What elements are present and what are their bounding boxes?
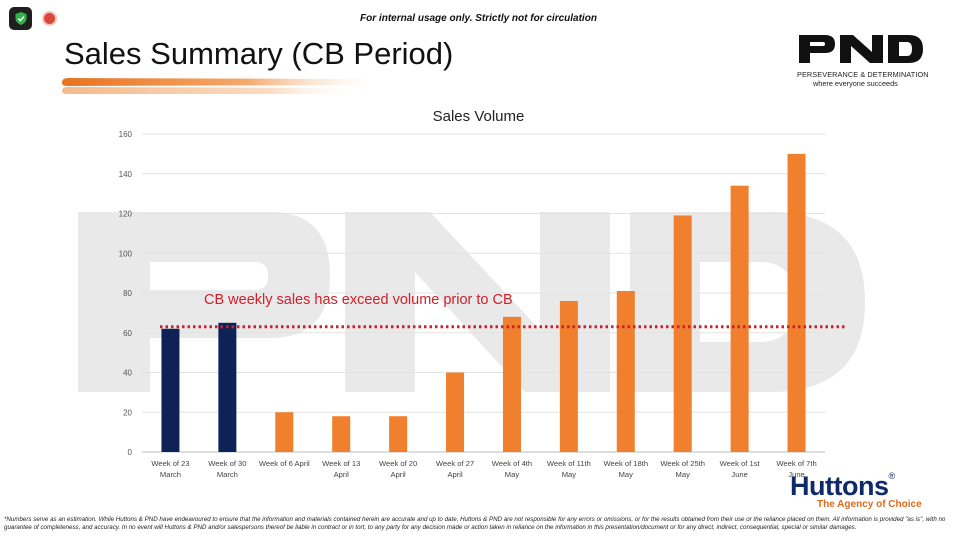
pnd-logo-mark [799,35,923,63]
chart-title: Sales Volume [432,108,525,125]
bar [787,153,806,452]
bar [502,316,521,452]
bar [673,215,692,452]
bar [616,291,635,452]
x-tick-label: April [447,470,463,479]
y-tick-label: 80 [123,289,132,298]
x-tick-label: Week of 20 [379,459,417,468]
huttons-slogan: The Agency of Choice [817,499,922,510]
y-tick-label: 160 [119,130,133,139]
x-tick-label: Week of 25th [660,459,705,468]
shield-check-icon[interactable] [9,7,32,30]
x-tick-label: May [562,470,577,479]
y-tick-label: 0 [128,448,133,457]
title-underline-swoosh [62,78,370,94]
watermark-letter-p [78,212,330,392]
logo-subtagline: where everyone succeeds [813,79,898,88]
x-tick-label: Week of 30 [208,459,246,468]
internal-notice: For internal usage only. Strictly not fo… [360,13,597,24]
bar [275,412,294,452]
bar [730,185,749,453]
x-tick-label: Week of 11th [547,459,591,468]
pnd-logo: PERSEVERANCE & DETERMINATION where every… [797,34,929,88]
x-tick-label: May [676,470,691,479]
x-tick-label: Week of 27 [436,459,474,468]
window-controls [9,7,57,30]
huttons-logo: Huttons® The Agency of Choice [790,471,922,510]
x-tick-label: Week of 18th [603,459,648,468]
bar [218,322,237,452]
y-tick-label: 140 [119,170,133,179]
x-tick-label: May [619,470,634,479]
bar [446,372,465,452]
x-tick-label: March [217,470,238,479]
x-tick-label: Week of 7th [776,459,816,468]
y-tick-label: 20 [123,408,132,417]
x-tick-label: Week of 1st [720,459,761,468]
record-icon[interactable] [42,11,57,26]
watermark-letter-n [345,212,610,392]
y-tick-label: 40 [123,369,132,378]
x-tick-label: Week of 6 April [259,459,310,468]
x-tick-label: April [391,470,407,479]
x-tick-label: Week of 23 [151,459,189,468]
y-tick-label: 60 [123,329,132,338]
chart-annotation: CB weekly sales has exceed volume prior … [204,292,513,308]
huttons-brand-name: Huttons [790,471,889,501]
x-tick-label: June [788,470,804,479]
y-tick-label: 100 [119,249,133,258]
registered-mark: ® [888,471,896,481]
y-tick-label: 120 [119,210,133,219]
bar [559,300,578,452]
bar [161,328,180,452]
bar [389,416,408,452]
x-tick-label: Week of 13 [322,459,360,468]
x-tick-label: June [731,470,747,479]
logo-tagline: PERSEVERANCE & DETERMINATION [797,70,929,79]
x-tick-label: April [334,470,350,479]
disclaimer-footnote: *Numbers serve as an estimation. While H… [4,516,946,531]
page-title: Sales Summary (CB Period) [64,36,454,71]
bar [332,416,351,452]
x-tick-label: May [505,470,520,479]
x-tick-label: Week of 4th [492,459,532,468]
x-tick-label: March [160,470,181,479]
